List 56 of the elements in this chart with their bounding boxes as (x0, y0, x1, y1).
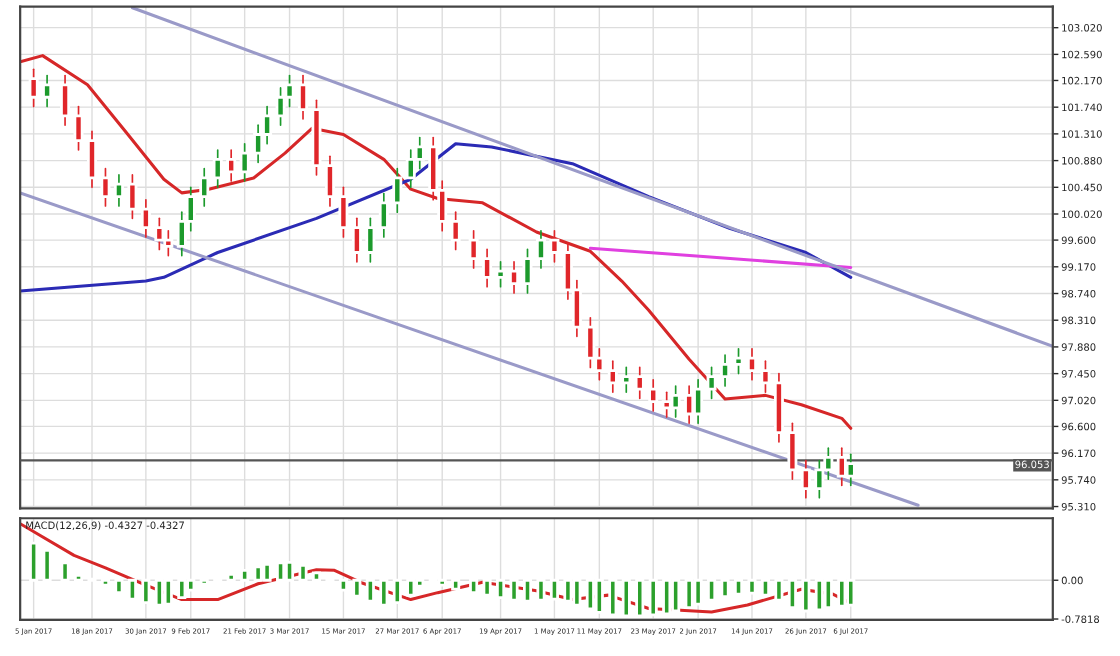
bar (662, 578, 672, 616)
bar (837, 578, 847, 608)
bar (801, 578, 811, 613)
bar (707, 578, 717, 602)
bar (760, 578, 770, 597)
bar (648, 578, 658, 617)
bar (60, 561, 70, 582)
bar (482, 578, 492, 597)
bar (522, 578, 533, 603)
bar (823, 578, 833, 609)
bar (141, 578, 151, 604)
bar (352, 578, 362, 598)
bar (73, 573, 84, 582)
bar (437, 578, 447, 587)
bar (536, 578, 546, 602)
bar (469, 578, 479, 595)
bar (621, 578, 631, 618)
bar (747, 578, 757, 595)
bar (177, 578, 187, 599)
bar (693, 578, 703, 606)
candlestick (522, 248, 533, 294)
bar (563, 578, 573, 603)
candlestick (60, 74, 71, 127)
bar (787, 578, 797, 609)
bar (163, 578, 173, 606)
bar (608, 578, 618, 617)
bar (338, 578, 348, 592)
bar (29, 541, 39, 582)
candlestick (733, 347, 744, 375)
candlestick (450, 211, 461, 251)
bar (114, 578, 124, 595)
bar (379, 578, 389, 607)
bar (42, 549, 52, 582)
bar (774, 578, 784, 602)
bar (496, 578, 506, 599)
candlestick (845, 453, 856, 487)
bar (549, 578, 559, 601)
bar (226, 572, 236, 582)
bar (406, 578, 416, 597)
bar (240, 568, 250, 582)
bar (311, 571, 322, 582)
bar (392, 578, 402, 604)
bar (298, 563, 308, 582)
bar (262, 562, 272, 582)
bar (635, 578, 645, 618)
bar (509, 578, 519, 602)
bar (451, 578, 461, 591)
bar (720, 578, 730, 598)
line-series (20, 54, 853, 430)
line-series (20, 142, 853, 293)
bar (100, 578, 110, 587)
bar (127, 578, 137, 601)
bar (365, 578, 375, 603)
bar (733, 578, 744, 596)
bar (594, 578, 604, 614)
bar (276, 561, 286, 582)
